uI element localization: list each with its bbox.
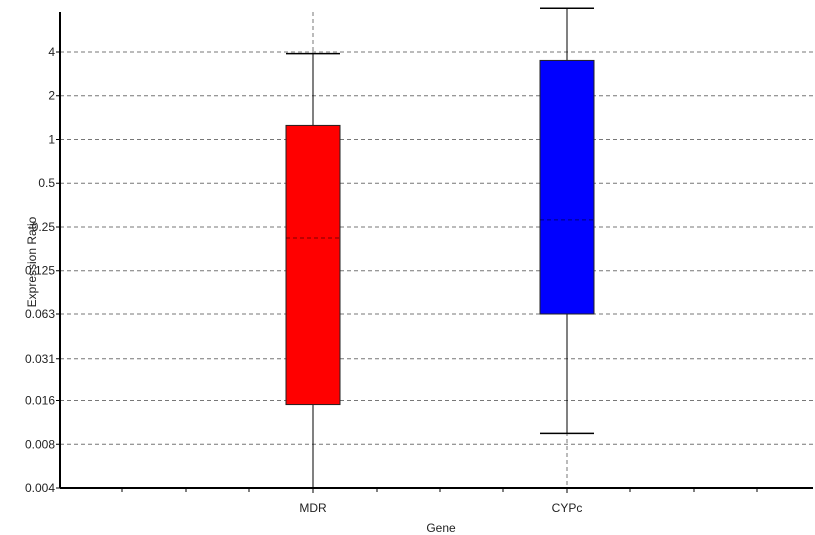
x-tick-label: MDR [299, 501, 327, 515]
y-tick-labels: 0.004 0.008 0.016 0.031 0.063 0.125 0.25 0.5 1 2 4 [25, 45, 60, 495]
x-tick-labels: MDR CYPc [299, 501, 582, 515]
x-tick-label: CYPc [552, 501, 583, 515]
grid-lines [60, 51, 813, 445]
box-mdr [285, 52, 341, 488]
y-tick-label: 0.25 [32, 220, 56, 234]
boxes [285, 7, 595, 488]
axes [59, 12, 813, 493]
box-body [539, 59, 595, 315]
y-tick-label: 0.063 [25, 307, 55, 321]
y-tick-label: 2 [48, 89, 55, 103]
box-body [285, 124, 341, 406]
y-tick-label: 0.5 [38, 176, 55, 190]
y-tick-label: 1 [48, 132, 55, 146]
y-tick-label: 0.031 [25, 352, 55, 366]
y-tick-label: 0.016 [25, 394, 55, 408]
y-tick-label: 0.125 [25, 264, 55, 278]
x-grid-lines [312, 12, 568, 488]
y-tick-label: 4 [48, 45, 55, 59]
y-axis-title: Expression Ratio [25, 216, 39, 307]
y-tick-label: 0.008 [25, 437, 55, 451]
x-axis-title: Gene [426, 521, 456, 535]
box-cypc [539, 7, 595, 435]
y-tick-label: 0.004 [25, 481, 55, 495]
